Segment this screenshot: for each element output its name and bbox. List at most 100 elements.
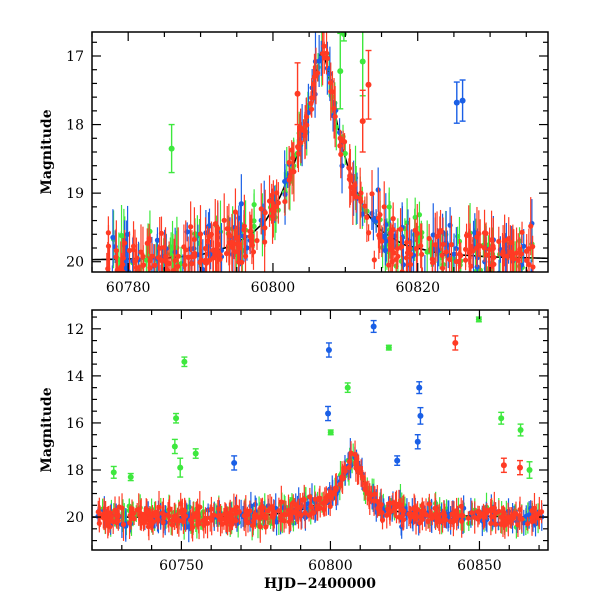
- bottom-data-point: [154, 504, 160, 526]
- top-axes-frame: [91, 31, 549, 273]
- bottom-data-point: [169, 514, 175, 536]
- bottom-outlier-point: [452, 335, 459, 351]
- bottom-data-point: [288, 501, 294, 531]
- top-plot-area: [92, 32, 548, 302]
- top-data-point: [254, 231, 260, 250]
- top-data-point: [399, 236, 405, 257]
- bottom-data-point: [367, 483, 373, 515]
- top-data-point: [175, 248, 181, 272]
- bottom-data-point: [301, 484, 307, 515]
- top-data-point: [426, 223, 432, 253]
- bottom-data-point: [326, 488, 332, 503]
- top-data-point: [159, 249, 165, 272]
- top-data-point: [496, 259, 502, 272]
- bottom-data-point: [178, 492, 184, 515]
- top-data-point: [262, 189, 268, 236]
- top-data-point: [424, 255, 426, 272]
- top-data-point: [437, 216, 443, 249]
- top-data-point: [481, 233, 487, 262]
- top-y-tick-label: 17: [66, 49, 84, 65]
- bottom-data-point: [375, 500, 381, 517]
- top-data-point: [526, 279, 531, 302]
- top-data-point: [295, 124, 302, 173]
- top-data-point: [389, 232, 395, 262]
- bottom-data-point: [360, 470, 366, 487]
- top-panel: 60780 60800 60820 17 18 19 20 Magnitude: [39, 31, 549, 302]
- top-data-point: [483, 222, 489, 245]
- bottom-x-tick-label: 60750: [159, 558, 204, 574]
- top-data-point: [228, 257, 231, 272]
- bottom-data-point: [228, 507, 235, 526]
- top-data-point: [105, 225, 112, 268]
- bottom-data-point: [455, 505, 461, 527]
- top-y-tick-label: 19: [66, 186, 84, 202]
- bottom-outlier-point: [127, 472, 134, 482]
- top-x-tick-label: 60820: [395, 280, 440, 296]
- top-data-point: [424, 220, 430, 272]
- top-data-point: [347, 149, 353, 205]
- bottom-data-point: [458, 497, 464, 515]
- top-data-point: [213, 229, 219, 272]
- bottom-x-tick-label: 60800: [308, 558, 353, 574]
- bottom-data-point: [469, 500, 475, 525]
- top-data-point: [476, 234, 482, 257]
- top-data-point: [395, 248, 401, 265]
- bottom-data-point: [295, 499, 301, 516]
- top-data-point: [229, 213, 235, 271]
- top-data-point: [300, 119, 307, 142]
- bottom-y-tick-label: 18: [66, 463, 84, 479]
- top-data-point: [329, 71, 336, 113]
- bottom-y-tick-label: 16: [66, 416, 84, 432]
- bottom-data-point: [525, 517, 531, 531]
- top-data-point: [332, 86, 338, 148]
- bottom-data-point: [233, 513, 239, 529]
- top-data-point: [519, 264, 521, 272]
- top-data-point: [468, 233, 474, 260]
- top-outlier-point: [359, 32, 366, 97]
- top-data-point: [308, 91, 314, 116]
- top-x-tick-label: 60780: [106, 280, 151, 296]
- top-data-point: [528, 197, 534, 256]
- top-y-tick-label: 20: [66, 255, 84, 271]
- bottom-data-point: [142, 509, 148, 526]
- top-data-point: [521, 229, 527, 264]
- bottom-outlier-point: [344, 382, 351, 394]
- top-data-point: [269, 188, 276, 244]
- top-data-point: [462, 250, 469, 271]
- top-data-point: [138, 224, 144, 272]
- bottom-data-point: [263, 519, 269, 535]
- bottom-data-point: [208, 496, 214, 522]
- bottom-data-point: [348, 441, 354, 467]
- top-data-point: [161, 262, 164, 272]
- bottom-data-point: [432, 498, 439, 530]
- top-data-point: [327, 71, 334, 94]
- bottom-data-point: [119, 493, 125, 523]
- bottom-outlier-point: [417, 406, 424, 425]
- top-x-tick-label: 60800: [251, 280, 296, 296]
- bottom-x-tick-label: 60850: [457, 558, 502, 574]
- bottom-data-point: [436, 504, 442, 531]
- top-data-point: [526, 250, 532, 272]
- bottom-outlier-point: [416, 381, 423, 395]
- bottom-data-point: [176, 511, 182, 530]
- top-data-point: [510, 243, 512, 272]
- bottom-outlier-point: [325, 405, 332, 422]
- bottom-outlier-point: [385, 344, 392, 351]
- top-data-point: [358, 185, 364, 218]
- top-data-point: [258, 183, 264, 235]
- bottom-plot-area: [92, 316, 548, 543]
- top-outlier-point: [337, 32, 344, 110]
- bottom-data-point: [222, 502, 228, 525]
- bottom-data-point: [356, 462, 362, 475]
- bottom-outlier-point: [171, 438, 178, 455]
- top-data-point: [413, 222, 420, 272]
- top-data-point: [496, 226, 502, 257]
- bottom-data-point: [379, 510, 386, 530]
- bottom-data-point: [290, 494, 296, 511]
- bottom-outlier-point: [325, 342, 332, 358]
- top-outlier-point: [365, 49, 372, 120]
- top-data-point: [432, 212, 438, 272]
- top-data-point: [197, 205, 204, 264]
- top-data-point: [110, 209, 116, 266]
